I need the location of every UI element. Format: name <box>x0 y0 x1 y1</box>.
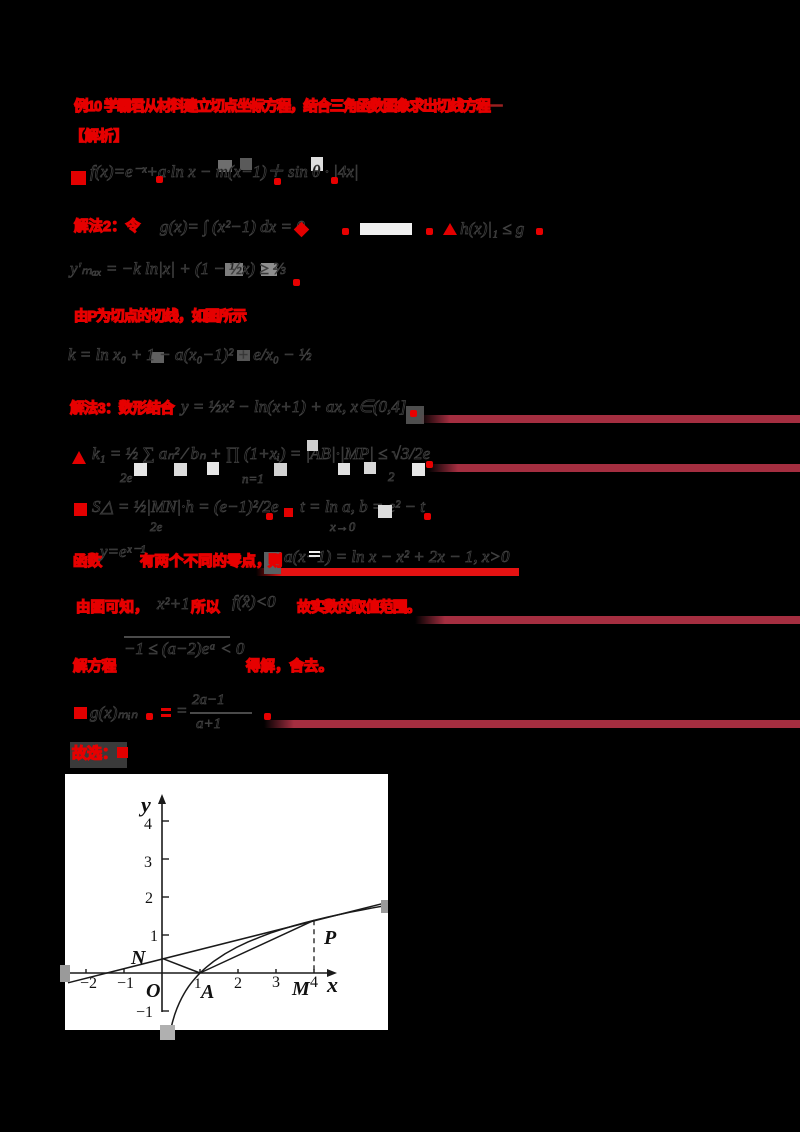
svg-text:4: 4 <box>310 974 318 991</box>
svg-text:y: y <box>138 792 151 817</box>
svg-text:−1: −1 <box>117 975 134 992</box>
svg-text:2: 2 <box>234 975 242 992</box>
svg-text:3: 3 <box>144 854 152 871</box>
svg-text:O: O <box>146 980 160 1002</box>
svg-text:1: 1 <box>194 976 202 992</box>
svg-text:1: 1 <box>150 928 158 945</box>
svg-text:−1: −1 <box>136 1004 153 1021</box>
svg-text:A: A <box>199 981 214 1003</box>
svg-text:x: x <box>326 972 338 997</box>
svg-text:3: 3 <box>272 974 280 991</box>
svg-text:−2: −2 <box>80 975 97 992</box>
svg-text:2: 2 <box>145 890 153 907</box>
svg-text:P: P <box>323 927 337 949</box>
svg-text:M: M <box>291 978 311 1000</box>
svg-text:4: 4 <box>144 816 152 833</box>
svg-text:N: N <box>130 947 147 969</box>
